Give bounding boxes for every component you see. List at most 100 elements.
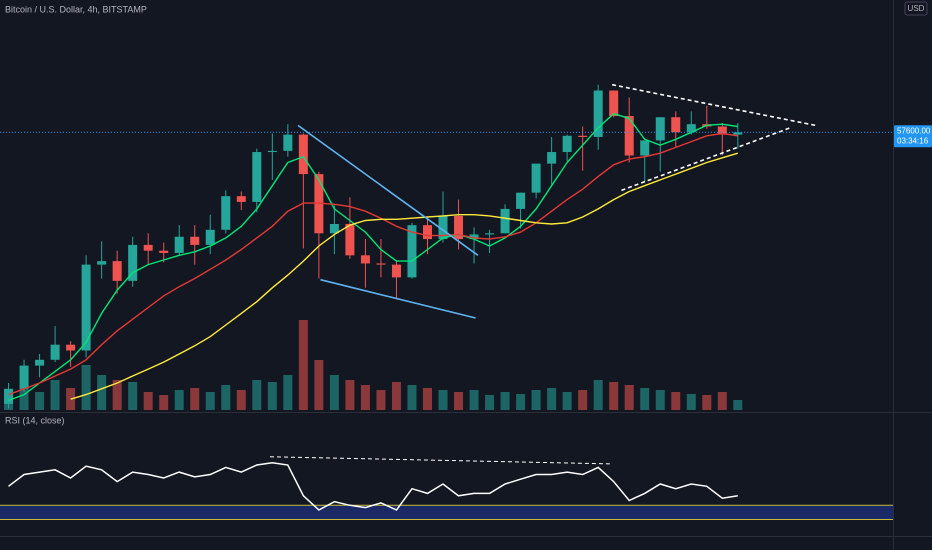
rsi-band — [0, 505, 893, 520]
volume-bar — [283, 375, 293, 410]
candle-body — [640, 140, 650, 156]
currency-box[interactable] — [904, 1, 928, 16]
candle-body — [485, 233, 495, 235]
candle-body — [578, 135, 588, 137]
candle-body — [686, 124, 696, 133]
candle-body — [469, 234, 479, 240]
candle-body — [97, 261, 107, 265]
candle-body — [159, 250, 169, 254]
candle-body — [500, 208, 510, 234]
chart-title: Bitcoin / U.S. Dollar, 4h, BITSTAMP — [5, 4, 147, 14]
candle-body — [267, 150, 277, 153]
volume-bar — [717, 392, 727, 410]
volume-bar — [547, 388, 557, 410]
trendline — [297, 124, 479, 256]
volume-bar — [252, 380, 262, 410]
candle-body — [562, 135, 572, 153]
candle-body — [4, 388, 14, 404]
volume-bar — [314, 360, 324, 410]
volume-bar — [35, 392, 45, 410]
volume-bar — [562, 392, 572, 410]
candle-body — [454, 215, 464, 240]
volume-bar — [19, 385, 29, 410]
candle-body — [609, 90, 619, 117]
last-price: 57600.00 — [897, 126, 931, 135]
candle-body — [81, 264, 91, 351]
volume-bar — [221, 385, 231, 410]
candle-body — [422, 225, 432, 240]
volume-bar — [376, 390, 386, 410]
volume-bar — [624, 385, 634, 410]
candle-body — [236, 196, 246, 202]
volume-bar — [516, 394, 526, 410]
candle-body — [655, 117, 665, 141]
moving-average — [8, 112, 738, 402]
candle-body — [190, 236, 200, 245]
plot — [0, 83, 893, 520]
volume-bar — [159, 395, 169, 410]
candle-body — [128, 244, 138, 281]
volume-bar — [422, 388, 432, 410]
volume-bar — [469, 390, 479, 410]
candle-body — [143, 244, 153, 251]
candle-body — [345, 223, 355, 256]
candle-body — [174, 236, 184, 254]
volume-bar — [329, 375, 339, 410]
candle-body — [438, 215, 448, 240]
volume-bar — [205, 392, 215, 410]
volume-bar — [190, 388, 200, 410]
volume-bar — [454, 392, 464, 410]
rsi-trendline — [269, 456, 610, 465]
volume-bar — [112, 380, 122, 410]
volume-bar — [128, 382, 138, 410]
volume-bar — [391, 382, 401, 410]
candle-body — [205, 229, 215, 245]
volume-bar — [345, 380, 355, 410]
candle-body — [717, 126, 727, 135]
trendline — [320, 278, 476, 319]
volume-bar — [609, 382, 619, 410]
volume-bar — [298, 320, 308, 410]
candle-body — [391, 264, 401, 278]
volume-bar — [702, 395, 712, 410]
volume-bar — [143, 392, 153, 410]
volume-bar — [671, 392, 681, 410]
candle-body — [593, 90, 603, 137]
volume-bar — [593, 380, 603, 410]
volume-bar — [500, 392, 510, 410]
candle-body — [376, 263, 386, 265]
candle-body — [35, 359, 45, 366]
countdown: 03:34:16 — [897, 136, 929, 145]
candle-body — [624, 116, 634, 156]
moving-average — [70, 152, 738, 400]
candle-body — [671, 117, 681, 133]
volume-bar — [686, 394, 696, 410]
candle-body — [112, 261, 122, 281]
candle-body — [547, 152, 557, 164]
volume-bar — [640, 388, 650, 410]
candle-body — [298, 134, 308, 175]
candle-body — [360, 255, 370, 264]
moving-average — [8, 132, 738, 396]
volume-bar — [733, 400, 743, 410]
rsi-line — [8, 461, 738, 511]
candle-body — [66, 344, 76, 351]
volume-bar — [407, 385, 417, 410]
candle-body — [19, 365, 29, 389]
candle-body — [407, 225, 417, 278]
volume-bar — [655, 390, 665, 410]
volume-bar — [81, 365, 91, 410]
volume-bar — [174, 390, 184, 410]
rsi-title: RSI (14, close) — [5, 415, 65, 425]
volume-bar — [267, 382, 277, 410]
volume-bar — [531, 390, 541, 410]
candle-body — [50, 344, 60, 360]
trendline — [621, 126, 791, 192]
volume-bar — [438, 390, 448, 410]
candle-body — [516, 192, 526, 209]
volume-bar — [578, 390, 588, 410]
candle-body — [329, 223, 339, 234]
candle-body — [252, 152, 262, 202]
